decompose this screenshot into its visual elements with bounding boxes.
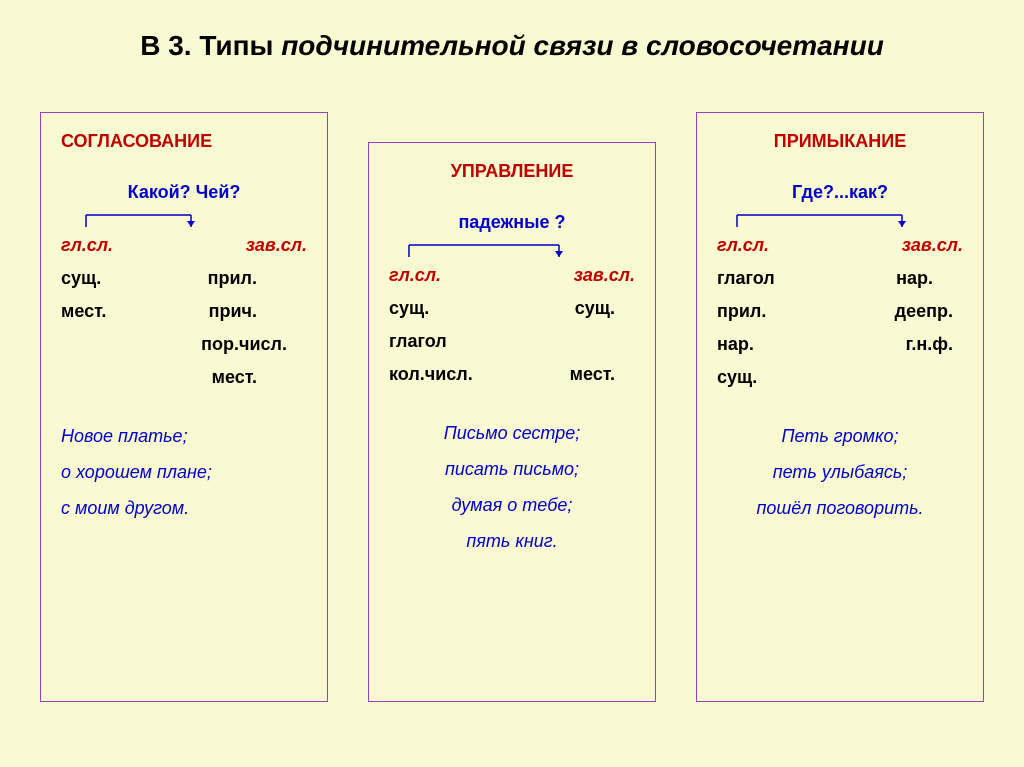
labels-row-3: гл.сл. зав.сл. <box>717 235 963 256</box>
pos-right: деепр. <box>895 301 963 322</box>
pos-right-only: мест. <box>61 367 307 388</box>
title-main: Типы <box>199 30 281 61</box>
label-left: гл.сл. <box>717 235 769 256</box>
arrow-svg-icon <box>717 213 957 233</box>
pos-row: мест. прич. <box>61 301 307 322</box>
pos-right: прич. <box>209 301 307 322</box>
title-italic: подчинительной связи в словосочетании <box>281 30 884 61</box>
heading-adjunction: ПРИМЫКАНИЕ <box>717 131 963 152</box>
example-line: о хорошем плане; <box>61 454 307 490</box>
heading-government: УПРАВЛЕНИЕ <box>389 161 635 182</box>
card-agreement: СОГЛАСОВАНИЕ Какой? Чей? гл.сл. зав.сл. … <box>40 112 328 702</box>
pos-left: прил. <box>717 301 766 322</box>
examples-government: Письмо сестре; писать письмо; думая о те… <box>389 415 635 559</box>
pos-right: нар. <box>896 268 963 289</box>
label-right: зав.сл. <box>246 235 307 256</box>
labels-row-1: гл.сл. зав.сл. <box>61 235 307 256</box>
pos-right-only: пор.числ. <box>61 334 307 355</box>
example-line: пять книг. <box>389 523 635 559</box>
arrow-adjunction <box>717 213 963 231</box>
pos-left-only: сущ. <box>717 367 963 388</box>
example-line: Петь громко; <box>717 418 963 454</box>
columns-container: СОГЛАСОВАНИЕ Какой? Чей? гл.сл. зав.сл. … <box>40 112 984 702</box>
arrow-government <box>389 243 635 261</box>
pos-left-only: глагол <box>389 331 635 352</box>
pos-right: г.н.ф. <box>906 334 963 355</box>
pos-row: сущ. сущ. <box>389 298 635 319</box>
label-right: зав.сл. <box>902 235 963 256</box>
heading-agreement: СОГЛАСОВАНИЕ <box>61 131 307 152</box>
pos-left: нар. <box>717 334 754 355</box>
pos-row: кол.числ. мест. <box>389 364 635 385</box>
example-line: Новое платье; <box>61 418 307 454</box>
examples-agreement: Новое платье; о хорошем плане; с моим др… <box>61 418 307 526</box>
card-adjunction: ПРИМЫКАНИЕ Где?...как? гл.сл. зав.сл. гл… <box>696 112 984 702</box>
page-title: В 3. Типы подчинительной связи в словосо… <box>40 30 984 62</box>
pos-right: прил. <box>208 268 307 289</box>
example-line: пошёл поговорить. <box>717 490 963 526</box>
label-left: гл.сл. <box>61 235 113 256</box>
pos-row: нар. г.н.ф. <box>717 334 963 355</box>
pos-right: сущ. <box>575 298 635 319</box>
card-government: УПРАВЛЕНИЕ падежные ? гл.сл. зав.сл. сущ… <box>368 142 656 702</box>
pos-row: прил. деепр. <box>717 301 963 322</box>
example-line: думая о тебе; <box>389 487 635 523</box>
label-left: гл.сл. <box>389 265 441 286</box>
examples-adjunction: Петь громко; петь улыбаясь; пошёл погово… <box>717 418 963 526</box>
label-right: зав.сл. <box>574 265 635 286</box>
example-line: писать письмо; <box>389 451 635 487</box>
pos-row: глагол нар. <box>717 268 963 289</box>
pos-left: глагол <box>717 268 775 289</box>
arrow-agreement <box>61 213 307 231</box>
arrow-svg-icon <box>61 213 301 233</box>
pos-left: сущ. <box>389 298 429 319</box>
example-line: Письмо сестре; <box>389 415 635 451</box>
example-line: с моим другом. <box>61 490 307 526</box>
pos-left: сущ. <box>61 268 101 289</box>
pos-left: мест. <box>61 301 106 322</box>
labels-row-2: гл.сл. зав.сл. <box>389 265 635 286</box>
pos-row: сущ. прил. <box>61 268 307 289</box>
example-line: петь улыбаясь; <box>717 454 963 490</box>
question-government: падежные ? <box>389 212 635 233</box>
question-adjunction: Где?...как? <box>717 182 963 203</box>
pos-left: кол.числ. <box>389 364 473 385</box>
title-prefix: В 3. <box>140 30 199 61</box>
question-agreement: Какой? Чей? <box>61 182 307 203</box>
arrow-svg-icon <box>389 243 629 263</box>
pos-right: мест. <box>570 364 635 385</box>
